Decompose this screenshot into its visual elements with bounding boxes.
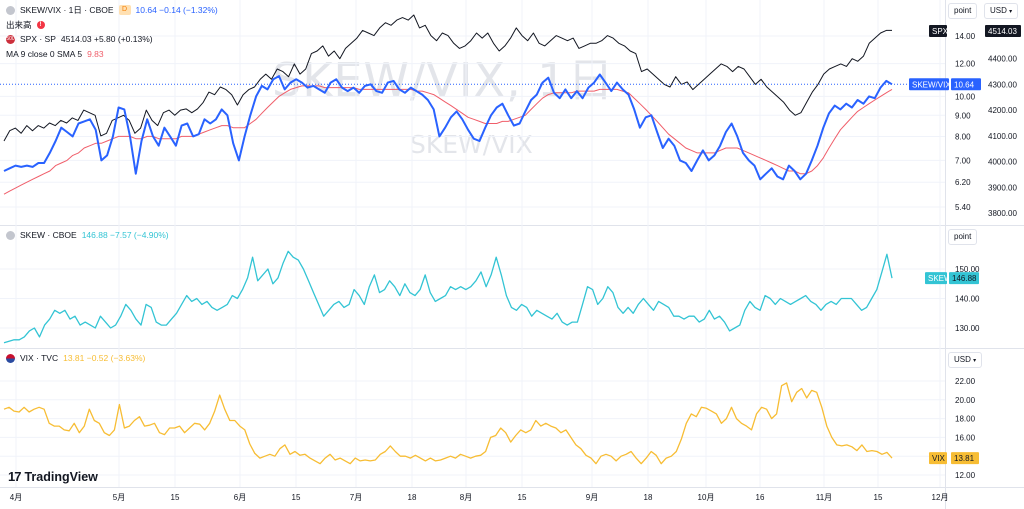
skew-axis-value: 146.88 <box>952 274 977 283</box>
x-tick-label: 16 <box>756 493 765 502</box>
x-tick-label: 15 <box>518 493 527 502</box>
skew-legend[interactable]: SKEW · CBOE 146.88 −7.57 (−4.90%) <box>6 230 169 240</box>
y-tick-label: 10.00 <box>955 92 976 101</box>
x-tick-label: 9月 <box>586 493 598 502</box>
vix-axis-value-box <box>951 452 979 465</box>
symbol-icon <box>6 5 15 15</box>
skew-axis-tag-box <box>925 272 947 285</box>
skew-symbol-icon <box>6 230 15 240</box>
us-flag-icon <box>6 353 15 363</box>
main-legend[interactable]: SKEW/VIX · 1日 · CBOE D 10.64 −0.14 (−1.3… <box>6 4 218 16</box>
vix-axis-tag: VIX <box>932 454 946 463</box>
spx-axis-value: 4514.03 <box>988 27 1017 36</box>
y-tick-label: 12.00 <box>955 471 976 480</box>
y-tick-label: 7.00 <box>955 156 971 165</box>
volume-label: 出来高 <box>6 20 32 30</box>
skew-line <box>3 250 893 344</box>
ratio-axis-tag-box <box>909 78 949 91</box>
currency-button[interactable]: USD ▾ <box>984 3 1019 19</box>
ma-value: 9.83 <box>87 49 104 59</box>
tradingview-logo[interactable]: 17 TradingView <box>8 469 98 484</box>
x-tick-label: 15 <box>292 493 301 502</box>
y2-tick-label: 4000.00 <box>988 158 1017 167</box>
y-tick-label: 8.00 <box>955 132 971 141</box>
ma-label[interactable]: MA 9 close 0 SMA 5 <box>6 49 83 59</box>
price-scale-mode-button[interactable]: point <box>948 3 978 19</box>
y-tick-label: 16.00 <box>955 433 976 442</box>
tradingview-mark-icon: 17 <box>8 469 22 484</box>
x-tick-label: 7月 <box>350 493 362 502</box>
vix-currency-button[interactable]: USD ▾ <box>948 352 983 368</box>
spx-symbol-icon: 500 <box>6 34 15 44</box>
x-tick-label: 18 <box>644 493 653 502</box>
y-tick-label: 12.00 <box>955 60 976 69</box>
ma-legend[interactable]: MA 9 close 0 SMA 5 9.83 <box>6 49 104 59</box>
y2-tick-label: 4400.00 <box>988 55 1017 64</box>
y2-tick-label: 4300.00 <box>988 80 1017 89</box>
skew-axis-value-box <box>949 272 979 285</box>
y2-tick-label: 3800.00 <box>988 209 1017 218</box>
main-symbol-values: 10.64 −0.14 (−1.32%) <box>135 5 218 15</box>
session-row: 出来高 ! <box>6 19 45 31</box>
warning-icon[interactable]: ! <box>36 21 45 29</box>
skew-title[interactable]: SKEW · CBOE <box>20 230 77 240</box>
main-symbol-title[interactable]: SKEW/VIX · 1日 · CBOE <box>20 5 114 15</box>
spx-axis-tag-box <box>929 25 947 37</box>
chevron-down-icon: ▾ <box>1009 9 1013 15</box>
x-tick-label: 4月 <box>10 493 22 502</box>
y2-tick-label: 3900.00 <box>988 183 1017 192</box>
skew-scale-mode-button[interactable]: point <box>948 229 978 245</box>
ratio-axis-tag: SKEW/VIX <box>912 80 951 89</box>
chevron-down-icon: ▾ <box>973 358 977 364</box>
ratio-axis-value: 10.64 <box>954 80 975 89</box>
x-tick-label: 15 <box>171 493 180 502</box>
x-tick-label: 10月 <box>698 493 715 502</box>
y-tick-label: 14.00 <box>955 32 976 41</box>
vix-line <box>3 382 893 465</box>
delayed-badge[interactable]: D <box>118 5 131 15</box>
vix-axis-tag-box <box>929 452 947 465</box>
y-tick-label: 130.00 <box>955 324 980 333</box>
vix-values: 13.81 −0.52 (−3.63%) <box>63 353 146 363</box>
vix-legend[interactable]: VIX · TVC 13.81 −0.52 (−3.63%) <box>6 353 145 363</box>
currency-label: USD <box>990 6 1007 15</box>
y-tick-label: 18.00 <box>955 415 976 424</box>
y-tick-label: 9.00 <box>955 111 971 120</box>
x-tick-label: 18 <box>408 493 417 502</box>
x-tick-label: 6月 <box>234 493 246 502</box>
skew-vix-line <box>3 73 893 181</box>
x-tick-label: 8月 <box>460 493 472 502</box>
y-tick-label: 6.20 <box>955 178 971 187</box>
spx-axis-value-box <box>985 25 1021 37</box>
y2-tick-label: 4200.00 <box>988 106 1017 115</box>
y-tick-label: 150.00 <box>955 265 980 274</box>
spx-line <box>3 14 892 142</box>
tradingview-wordmark: TradingView <box>24 469 98 484</box>
x-tick-label: 5月 <box>113 493 125 502</box>
watermark-symbol-interval: SKEW/VIX, 1日 <box>272 53 615 107</box>
skew-axis-tag: SKEW <box>928 274 952 283</box>
ratio-axis-value-box <box>951 78 981 91</box>
x-tick-label: 12月 <box>932 493 949 502</box>
y2-tick-label: 4100.00 <box>988 132 1017 141</box>
y-tick-label: 22.00 <box>955 377 976 386</box>
skew-values: 146.88 −7.57 (−4.90%) <box>81 230 169 240</box>
y-tick-label: 5.40 <box>955 203 971 212</box>
spx-title[interactable]: SPX · SP <box>20 34 56 44</box>
spx-legend[interactable]: 500 SPX · SP 4514.03 +5.80 (+0.13%) <box>6 34 153 44</box>
y-tick-label: 140.00 <box>955 295 980 304</box>
x-tick-label: 15 <box>874 493 883 502</box>
vix-title[interactable]: VIX · TVC <box>20 353 59 363</box>
vix-axis-value: 13.81 <box>954 454 975 463</box>
spx-axis-tag: SPX <box>932 27 949 36</box>
vix-currency-label: USD <box>954 355 971 364</box>
x-tick-label: 11月 <box>816 493 832 502</box>
spx-values: 4514.03 +5.80 (+0.13%) <box>60 34 153 44</box>
y-tick-label: 20.00 <box>955 396 976 405</box>
